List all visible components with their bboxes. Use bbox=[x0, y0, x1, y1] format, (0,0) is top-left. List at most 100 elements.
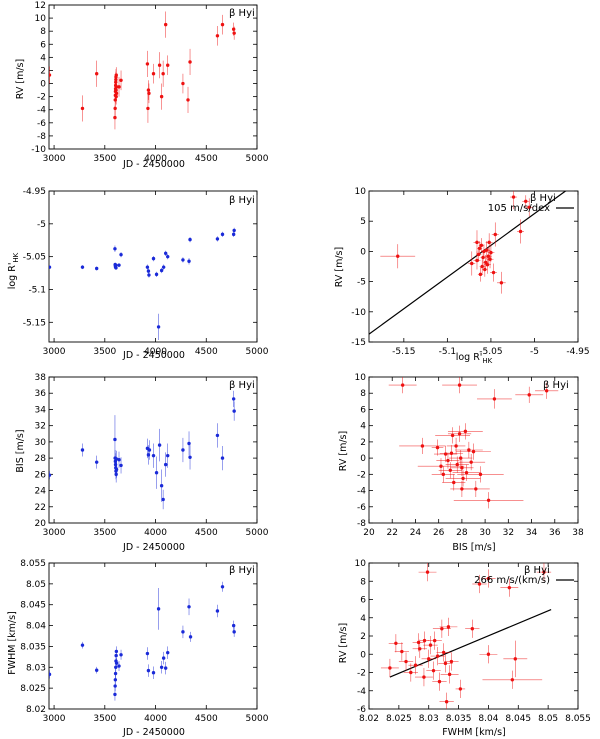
panel-bis-vs-time: 3000 3500 4000 4500 5000 20 22 24 26 28 30 32 34 36 38… bbox=[15, 373, 269, 553]
data-point bbox=[489, 250, 493, 255]
data-point bbox=[113, 115, 117, 120]
data-point bbox=[114, 665, 118, 669]
data-point bbox=[154, 272, 159, 277]
x-tick-label: 4000 bbox=[144, 154, 167, 164]
y-tick-label: 8 bbox=[40, 27, 46, 37]
y-tick-label: -4 bbox=[357, 687, 366, 697]
data-point bbox=[188, 237, 192, 242]
y-tick-label: -2 bbox=[357, 470, 366, 480]
data-point bbox=[49, 265, 52, 269]
data-point bbox=[94, 460, 99, 464]
annotation-label: β Hyi bbox=[524, 565, 550, 576]
data-point bbox=[117, 263, 121, 267]
data-point bbox=[147, 448, 152, 452]
y-tick-label: -10 bbox=[351, 308, 366, 318]
y-tick-label: 8.03 bbox=[26, 663, 46, 673]
data-point bbox=[220, 585, 225, 589]
data-point bbox=[181, 258, 185, 262]
data-layer bbox=[369, 191, 567, 335]
x-tick-label: 4000 bbox=[144, 714, 167, 724]
data-point bbox=[409, 670, 413, 675]
data-point bbox=[232, 31, 236, 35]
data-point bbox=[425, 570, 430, 574]
data-point bbox=[80, 643, 85, 647]
data-point bbox=[394, 641, 398, 645]
plot-frame bbox=[48, 562, 258, 710]
x-tick-label: 4000 bbox=[144, 347, 167, 357]
data-point bbox=[455, 462, 459, 467]
data-point bbox=[161, 72, 165, 76]
data-point bbox=[220, 456, 225, 460]
data-point bbox=[119, 78, 123, 82]
y-tick-label: 36 bbox=[35, 389, 47, 399]
y-tick-label: 5 bbox=[360, 217, 366, 227]
y-tick-label: -6 bbox=[37, 119, 46, 129]
panel-fwhm-vs-time: 3000 3500 4000 4500 5000 8.02 8.025 8.03 8.035 8.… bbox=[7, 559, 269, 738]
data-point bbox=[447, 672, 452, 677]
data-point bbox=[499, 281, 504, 285]
data-point bbox=[146, 106, 150, 111]
data-point bbox=[187, 441, 191, 446]
y-tick-label: 6 bbox=[360, 405, 366, 415]
x-tick-label: -5.15 bbox=[392, 347, 415, 357]
data-point bbox=[161, 656, 166, 660]
data-point bbox=[114, 649, 119, 654]
x-axis-label: JD - 2450000 bbox=[122, 542, 185, 553]
data-point bbox=[488, 257, 492, 261]
data-point bbox=[450, 433, 455, 438]
data-point bbox=[181, 81, 185, 86]
data-point bbox=[187, 605, 191, 609]
data-point bbox=[113, 106, 117, 111]
data-point bbox=[482, 249, 486, 254]
data-point bbox=[481, 255, 485, 260]
y-tick-label: 34 bbox=[35, 405, 47, 415]
y-axis-label: RV [m/s] bbox=[334, 247, 345, 287]
fit-line bbox=[389, 608, 552, 678]
data-point bbox=[452, 480, 456, 485]
x-axis-label: log R'HK bbox=[456, 352, 493, 365]
plot-frame bbox=[368, 190, 579, 343]
x-tick-label: 3000 bbox=[43, 154, 66, 164]
data-point bbox=[146, 668, 151, 673]
data-point bbox=[215, 433, 220, 438]
y-tick-label: 26 bbox=[35, 470, 47, 480]
data-point bbox=[156, 325, 161, 329]
y-tick-label: -8 bbox=[357, 519, 366, 529]
y-tick-label: -10 bbox=[31, 145, 46, 155]
data-point bbox=[157, 443, 162, 447]
data-point bbox=[188, 60, 192, 64]
data-point bbox=[439, 464, 443, 468]
data-point bbox=[187, 259, 191, 263]
data-point bbox=[422, 675, 426, 679]
y-tick-label: -5 bbox=[37, 220, 46, 230]
data-point bbox=[527, 393, 531, 397]
y-tick-label: -4.95 bbox=[23, 187, 46, 197]
data-point bbox=[477, 246, 482, 251]
data-point bbox=[478, 272, 483, 277]
data-point bbox=[474, 487, 478, 491]
data-point bbox=[113, 437, 117, 442]
data-point bbox=[113, 684, 117, 688]
data-layer bbox=[49, 11, 236, 130]
x-tick-label: 38 bbox=[572, 528, 584, 538]
y-tick-label: 4 bbox=[360, 422, 366, 432]
data-point bbox=[151, 453, 156, 458]
x-tick-label: 3000 bbox=[43, 528, 66, 538]
data-point bbox=[232, 409, 236, 413]
data-point bbox=[511, 195, 516, 199]
data-point bbox=[145, 265, 150, 269]
data-point bbox=[486, 254, 491, 258]
x-axis-label: BIS [m/s] bbox=[452, 542, 495, 553]
y-tick-label: 32 bbox=[35, 422, 46, 432]
x-tick-label: 4500 bbox=[195, 347, 218, 357]
data-point bbox=[49, 473, 52, 477]
y-tick-label: -5 bbox=[357, 278, 366, 288]
y-tick-label: 10 bbox=[35, 14, 47, 24]
data-point bbox=[80, 448, 85, 452]
data-point bbox=[49, 73, 52, 77]
data-point bbox=[510, 678, 515, 682]
plot-frame bbox=[368, 376, 579, 524]
data-point bbox=[159, 665, 164, 669]
data-point bbox=[166, 650, 170, 655]
